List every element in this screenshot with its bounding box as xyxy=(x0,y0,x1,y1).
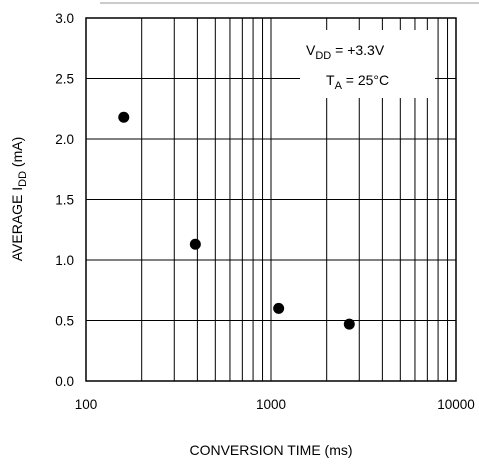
x-axis-label: CONVERSION TIME (ms) xyxy=(189,442,352,458)
x-tick-label: 1000 xyxy=(256,397,286,412)
data-points xyxy=(118,111,355,330)
y-tick-label: 1.0 xyxy=(55,253,74,268)
legend-box xyxy=(300,30,435,98)
annotation-ta-rest: = 25°C xyxy=(342,72,389,88)
y-tick-labels: 0.0 0.5 1.0 1.5 2.0 2.5 3.0 xyxy=(55,11,74,389)
annotation-ta-sub: A xyxy=(335,80,343,92)
data-point xyxy=(343,318,355,330)
y-tick-label: 2.5 xyxy=(55,72,74,87)
y-tick-label: 1.5 xyxy=(55,193,74,208)
x-tick-labels: 100 1000 10000 xyxy=(75,397,475,412)
annotation-vdd: VDD = +3.3V xyxy=(306,42,385,62)
annotation-vdd-rest: = +3.3V xyxy=(331,42,385,58)
annotation-ta-main: T xyxy=(326,72,335,88)
y-tick-label: 0.5 xyxy=(55,314,74,329)
plot-frame xyxy=(85,17,457,382)
annotation-vdd-sub: DD xyxy=(315,50,331,62)
y-axis-label-sub: DD xyxy=(17,171,29,187)
y-axis-label: AVERAGE IDD (mA) xyxy=(9,137,29,262)
y-axis-label-unit: (mA) xyxy=(9,137,25,171)
x-tick-label: 100 xyxy=(75,397,98,412)
annotation-vdd-main: V xyxy=(306,42,316,58)
y-tick-label: 2.0 xyxy=(55,132,74,147)
annotation-ta: TA = 25°C xyxy=(326,72,389,92)
y-tick-label: 0.0 xyxy=(55,374,74,389)
data-point xyxy=(273,302,285,314)
y-axis-label-main: AVERAGE I xyxy=(9,187,25,261)
data-point xyxy=(189,238,201,250)
y-tick-label: 3.0 xyxy=(55,11,74,26)
data-point xyxy=(118,111,130,123)
x-tick-label: 10000 xyxy=(437,397,475,412)
